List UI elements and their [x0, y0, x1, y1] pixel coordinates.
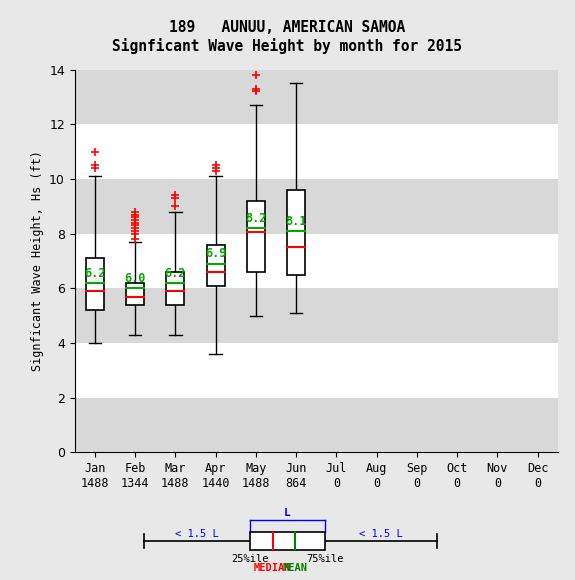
Bar [247, 201, 265, 272]
Bar [86, 258, 104, 310]
Text: 6.0: 6.0 [124, 272, 146, 285]
Text: 6.2: 6.2 [164, 267, 186, 280]
Text: L: L [284, 508, 291, 518]
Bar [166, 272, 185, 304]
Bar [75, 343, 558, 398]
Text: < 1.5 L: < 1.5 L [175, 529, 219, 539]
Text: 25%ile: 25%ile [231, 554, 269, 564]
Text: 6.2: 6.2 [84, 267, 106, 280]
Y-axis label: Signficant Wave Height, Hs (ft): Signficant Wave Height, Hs (ft) [30, 151, 44, 371]
Text: Signficant Wave Height by month for 2015: Signficant Wave Height by month for 2015 [113, 38, 462, 54]
Text: 8.1: 8.1 [285, 215, 307, 227]
Text: 6.9: 6.9 [205, 248, 227, 260]
Bar [250, 532, 325, 550]
Text: MEDIAN: MEDIAN [254, 563, 292, 572]
Text: < 1.5 L: < 1.5 L [359, 529, 403, 539]
Text: 8.2: 8.2 [245, 212, 267, 225]
Bar [75, 398, 558, 452]
Bar [75, 124, 558, 179]
Bar [75, 70, 558, 124]
Bar [75, 288, 558, 343]
Text: 75%ile: 75%ile [306, 554, 344, 564]
Text: 189   AUNUU, AMERICAN SAMOA: 189 AUNUU, AMERICAN SAMOA [170, 20, 405, 35]
Bar [126, 283, 144, 305]
Bar [287, 190, 305, 275]
Text: MEAN: MEAN [282, 563, 308, 572]
Bar [75, 234, 558, 288]
Bar [206, 245, 225, 285]
Bar [75, 179, 558, 234]
